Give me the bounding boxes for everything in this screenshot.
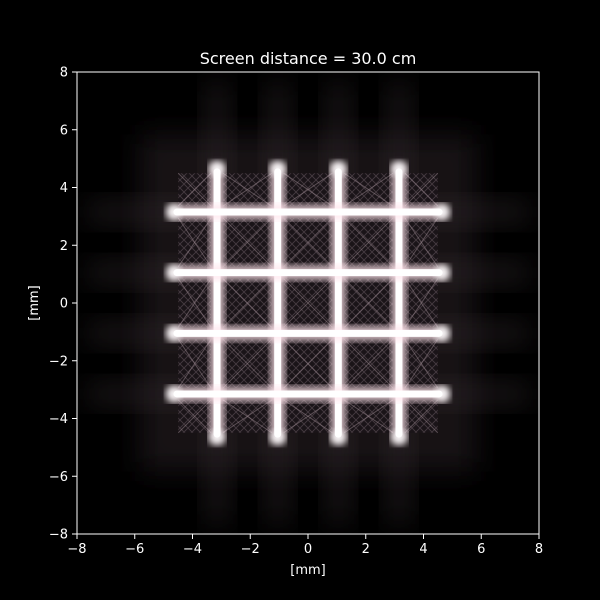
cell-diagonal xyxy=(343,278,394,328)
cell-diagonal xyxy=(177,217,212,267)
y-tick-label: −8 xyxy=(49,528,68,543)
cell-diagonal xyxy=(404,217,439,267)
cell-diagonal xyxy=(404,339,439,389)
line-end-spot xyxy=(391,161,406,176)
chart-title: Screen distance = 30.0 cm xyxy=(200,49,417,68)
y-tick-label: 4 xyxy=(60,181,68,196)
x-tick-label: 8 xyxy=(535,542,543,557)
bright-line-horizontal xyxy=(173,390,443,398)
y-tick-label: −4 xyxy=(49,412,68,427)
cell-diagonal xyxy=(177,172,212,207)
y-tick-label: 6 xyxy=(60,123,68,138)
interference-pattern xyxy=(87,82,529,524)
y-tick-label: −6 xyxy=(49,470,68,485)
cell-diagonal xyxy=(283,172,333,207)
bright-line-horizontal xyxy=(173,329,443,337)
cell-diagonal xyxy=(283,217,333,268)
bright-line-vertical xyxy=(334,168,342,438)
x-tick-label: −4 xyxy=(183,542,202,557)
cell-diagonal xyxy=(222,172,272,207)
line-end-spot xyxy=(210,430,225,445)
bright-line-vertical xyxy=(395,168,403,438)
cell-diagonal xyxy=(283,338,333,389)
line-end-spot xyxy=(270,430,285,445)
line-end-spot xyxy=(166,265,181,280)
y-axis-label: [mm] xyxy=(27,285,42,320)
line-end-spot xyxy=(166,386,181,401)
bright-line-horizontal xyxy=(173,269,443,277)
x-axis: −8 −6 −4 −2 0 2 4 6 8 xyxy=(67,534,543,557)
x-tick-label: −6 xyxy=(125,542,144,557)
y-tick-label: −2 xyxy=(49,354,68,369)
cell-diagonal xyxy=(177,278,212,328)
x-tick-label: 2 xyxy=(362,542,370,557)
y-axis: −8 −6 −4 −2 0 2 4 6 8 xyxy=(49,66,77,543)
y-tick-label: 8 xyxy=(60,66,68,81)
bright-line-horizontal xyxy=(173,208,443,216)
cell-diagonal xyxy=(343,338,394,389)
cell-diagonal xyxy=(404,278,439,328)
cell-diagonal xyxy=(222,338,273,389)
cell-diagonal xyxy=(177,399,212,434)
line-end-spot xyxy=(166,205,181,220)
cell-diagonal xyxy=(222,217,273,268)
x-tick-label: 4 xyxy=(419,542,427,557)
plot-area xyxy=(77,72,539,534)
line-end-spot xyxy=(331,161,346,176)
bright-line-vertical xyxy=(213,168,221,438)
cell-diagonal xyxy=(283,399,333,434)
line-end-spot xyxy=(331,430,346,445)
cell-diagonal xyxy=(344,399,394,434)
bright-line-vertical xyxy=(274,168,282,438)
x-tick-label: −8 xyxy=(67,542,86,557)
x-tick-label: −2 xyxy=(241,542,260,557)
x-tick-label: 0 xyxy=(304,542,312,557)
line-end-spot xyxy=(210,161,225,176)
cell-diagonal xyxy=(222,399,272,434)
line-end-spot xyxy=(166,326,181,341)
y-tick-label: 0 xyxy=(60,297,68,312)
line-end-spot xyxy=(435,205,450,220)
y-tick-label: 2 xyxy=(60,239,68,254)
cell-diagonal xyxy=(404,172,439,207)
cell-diagonal xyxy=(404,399,439,434)
cell-diagonal xyxy=(344,172,394,207)
cell-diagonal xyxy=(222,278,273,328)
line-end-spot xyxy=(270,161,285,176)
line-end-spot xyxy=(435,265,450,280)
x-axis-label: [mm] xyxy=(290,563,325,578)
cell-diagonal xyxy=(343,217,394,268)
cell-diagonal xyxy=(177,339,212,389)
line-end-spot xyxy=(435,326,450,341)
line-end-spot xyxy=(391,430,406,445)
line-end-spot xyxy=(435,386,450,401)
cell-diagonal xyxy=(283,278,333,328)
x-tick-label: 6 xyxy=(477,542,485,557)
